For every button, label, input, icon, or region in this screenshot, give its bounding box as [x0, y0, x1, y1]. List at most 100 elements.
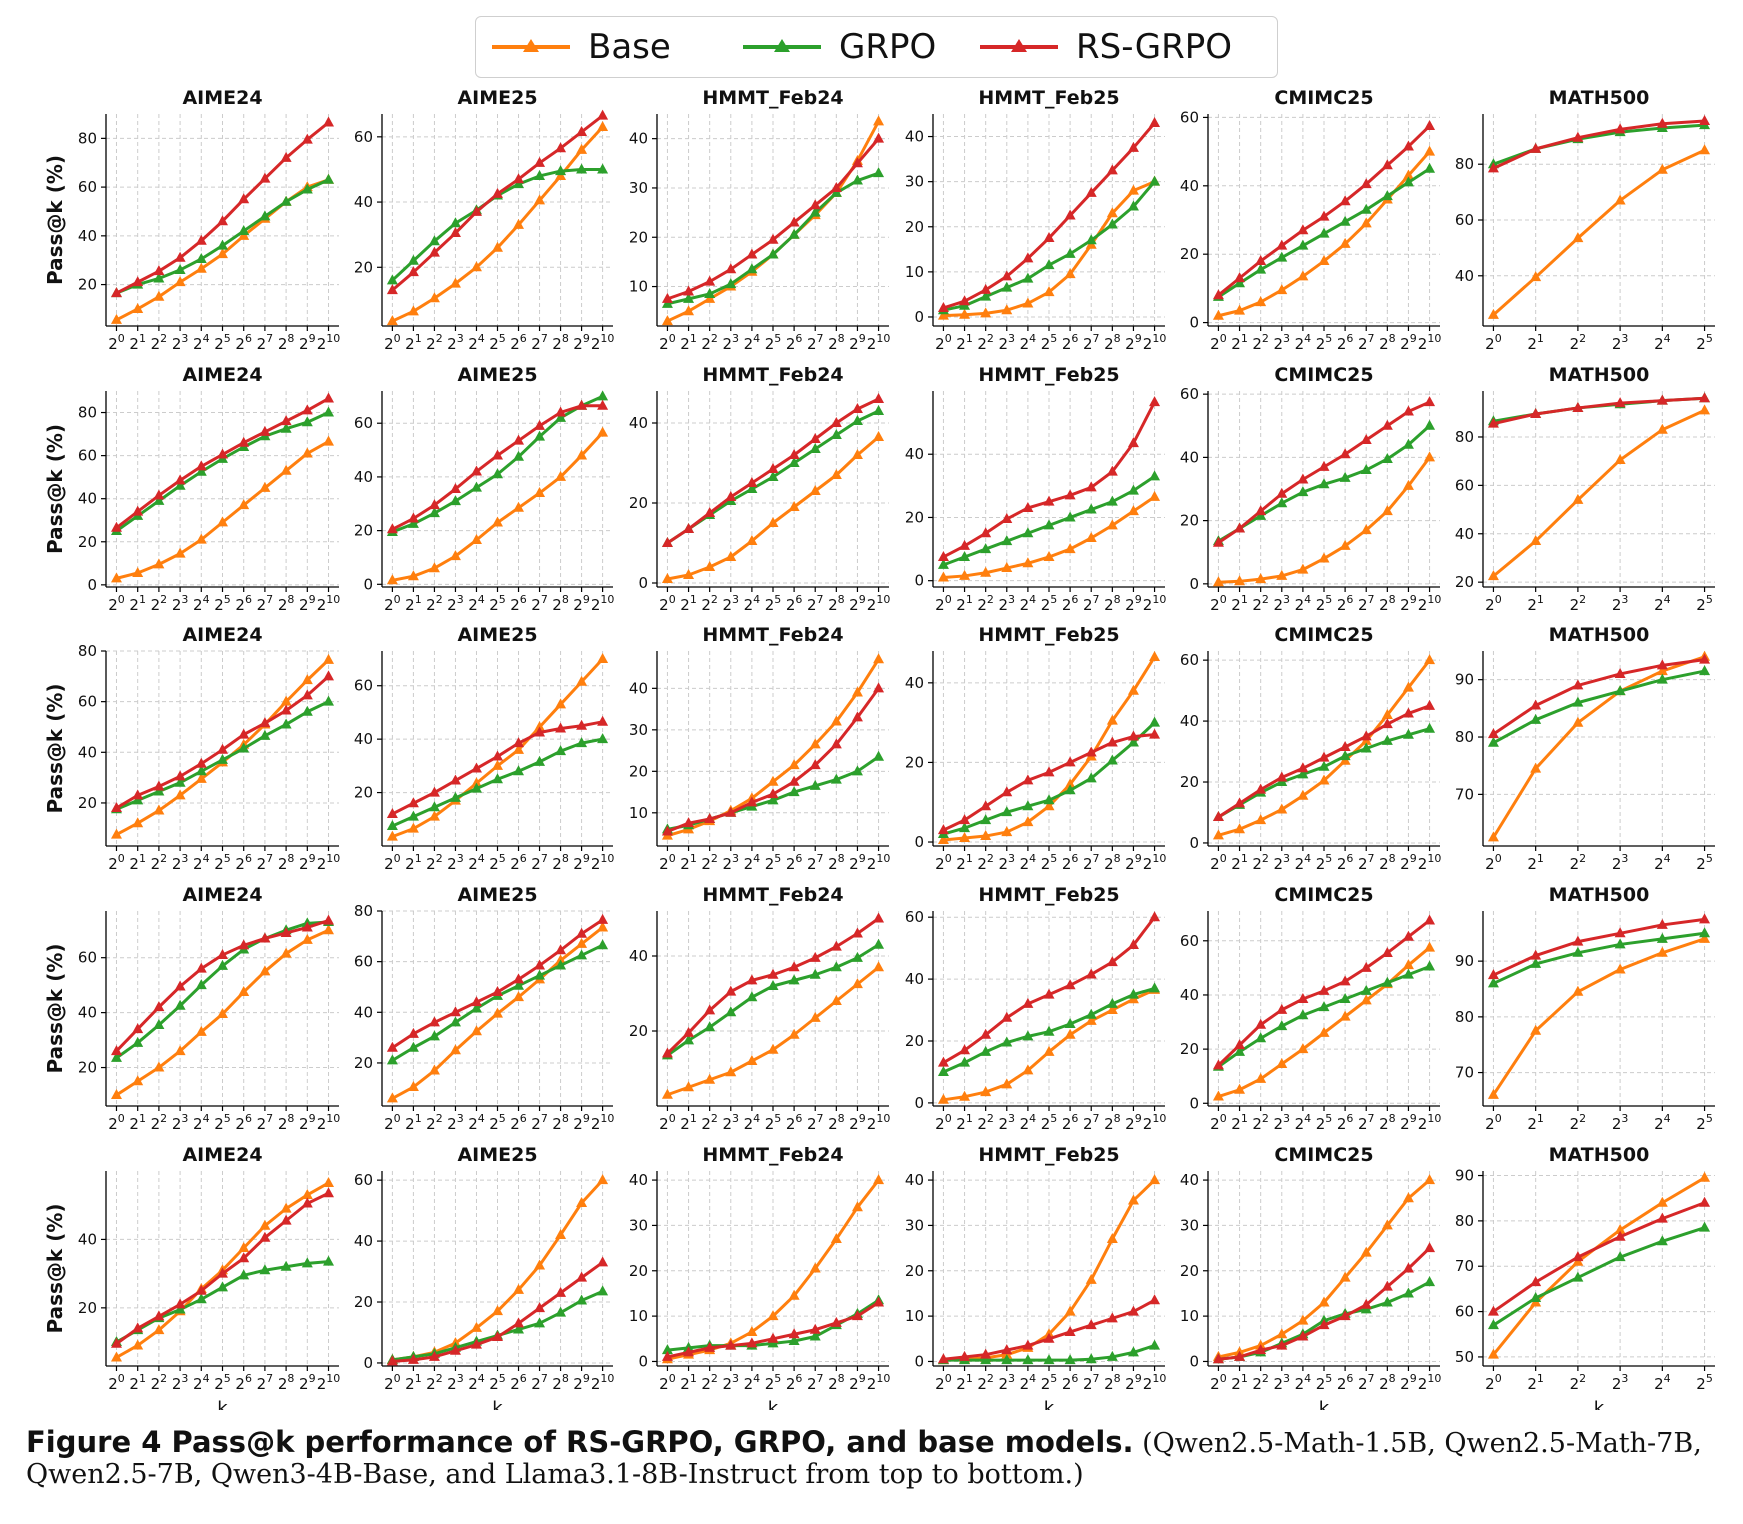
x-tick-label: 21	[1527, 593, 1544, 614]
subplot-title: MATH500	[1549, 364, 1650, 386]
data-point-grpo	[217, 239, 228, 250]
x-tick-label: 210	[867, 332, 891, 353]
x-tick-label: 25	[1316, 1372, 1333, 1393]
data-point-grpo	[1656, 932, 1668, 943]
data-point-rs-grpo	[323, 670, 335, 681]
x-tick-label: 27	[807, 1112, 824, 1133]
data-point-rs-grpo	[174, 980, 186, 991]
data-point-base	[492, 516, 503, 527]
data-point-rs-grpo	[280, 926, 292, 937]
data-point-rs-grpo	[1064, 209, 1076, 220]
x-tick-label: 210	[867, 593, 891, 614]
data-point-grpo	[534, 755, 546, 766]
data-point-base	[1234, 304, 1246, 315]
data-point-base	[1234, 1083, 1246, 1094]
data-point-rs-grpo	[597, 1256, 609, 1267]
subplot-title: CMIMC25	[1274, 87, 1373, 109]
x-tick-label: 22	[151, 1372, 168, 1393]
data-point-base	[195, 772, 207, 783]
y-tick-label: 20	[905, 1032, 924, 1050]
data-point-rs-grpo	[725, 1339, 737, 1350]
data-point-rs-grpo	[217, 1267, 228, 1278]
data-point-rs-grpo	[683, 1346, 695, 1357]
data-point-base	[280, 1202, 292, 1213]
data-point-grpo	[1001, 806, 1013, 817]
data-point-base	[386, 574, 398, 585]
data-point-grpo	[746, 483, 758, 493]
data-point-base	[746, 1055, 758, 1065]
data-point-rs-grpo	[449, 483, 461, 493]
data-point-base	[1255, 296, 1267, 307]
y-tick-label: 60	[78, 178, 97, 196]
x-tick-label: 20	[935, 332, 952, 353]
x-tick-label: 28	[828, 1372, 845, 1393]
subplot-title: MATH500	[1549, 87, 1650, 109]
data-point-rs-grpo	[980, 283, 992, 294]
x-tick-label: 22	[977, 332, 994, 353]
data-point-rs-grpo	[937, 824, 949, 835]
x-tick-label: 26	[235, 852, 252, 873]
data-point-rs-grpo	[1106, 956, 1118, 967]
data-point-grpo	[1572, 1271, 1584, 1282]
data-point-rs-grpo	[428, 1016, 440, 1027]
y-tick-label: 70	[1455, 1257, 1474, 1275]
data-point-rs-grpo	[301, 689, 313, 700]
data-point-grpo	[597, 733, 609, 744]
data-point-rs-grpo	[1106, 465, 1118, 476]
x-tick-label: 21	[1527, 1112, 1544, 1133]
x-tick-label: 22	[977, 852, 994, 873]
data-point-rs-grpo	[1276, 239, 1288, 250]
y-tick-label: 20	[905, 753, 924, 771]
data-point-rs-grpo	[259, 717, 271, 728]
x-tick-label: 21	[1231, 852, 1248, 873]
x-tick-label: 22	[1570, 852, 1587, 873]
data-point-rs-grpo	[153, 780, 165, 791]
data-point-rs-grpo	[1656, 117, 1668, 128]
data-point-rs-grpo	[1339, 975, 1351, 986]
data-point-grpo	[1127, 988, 1139, 999]
y-tick-label: 0	[914, 308, 924, 326]
x-tick-label: 22	[701, 1112, 718, 1133]
data-point-rs-grpo	[449, 1344, 461, 1355]
x-tick-label: 23	[999, 852, 1016, 873]
data-point-grpo	[174, 1303, 186, 1314]
data-point-grpo	[407, 1041, 419, 1052]
data-point-rs-grpo	[1572, 679, 1584, 690]
x-tick-label: 21	[1527, 1372, 1544, 1393]
data-point-rs-grpo	[1149, 728, 1161, 739]
x-tick-label: 22	[1570, 1112, 1587, 1133]
data-point-grpo	[492, 468, 503, 479]
data-point-grpo	[153, 272, 165, 283]
data-point-grpo	[217, 753, 228, 764]
x-tick-label: 210	[1418, 1112, 1442, 1133]
data-point-rs-grpo	[1297, 1330, 1309, 1341]
data-point-rs-grpo	[1530, 1276, 1542, 1287]
x-tick-label: 27	[1083, 1372, 1100, 1393]
data-point-rs-grpo	[767, 1332, 779, 1343]
data-point-grpo	[259, 1264, 271, 1275]
data-point-rs-grpo	[1402, 405, 1414, 416]
data-point-rs-grpo	[1487, 969, 1499, 980]
data-point-grpo	[830, 961, 842, 972]
data-point-rs-grpo	[386, 523, 398, 534]
series-line-base	[943, 495, 1156, 580]
data-point-grpo	[1297, 768, 1309, 779]
data-point-base	[110, 1351, 122, 1362]
y-tick-label: 60	[1180, 932, 1199, 950]
data-point-grpo	[767, 248, 779, 259]
data-point-grpo	[449, 495, 461, 506]
data-point-grpo	[195, 252, 207, 263]
x-tick-label: 28	[552, 1112, 569, 1133]
data-point-rs-grpo	[1149, 117, 1161, 128]
data-point-grpo	[1106, 495, 1118, 506]
data-point-base	[1106, 1233, 1118, 1244]
data-point-base	[1001, 304, 1013, 315]
x-tick-label: 22	[151, 332, 168, 353]
data-point-rs-grpo	[1614, 397, 1626, 408]
y-tick-label: 80	[1455, 428, 1474, 446]
data-point-rs-grpo	[980, 1348, 992, 1359]
data-point-base	[132, 1339, 144, 1350]
data-point-rs-grpo	[1402, 930, 1414, 941]
